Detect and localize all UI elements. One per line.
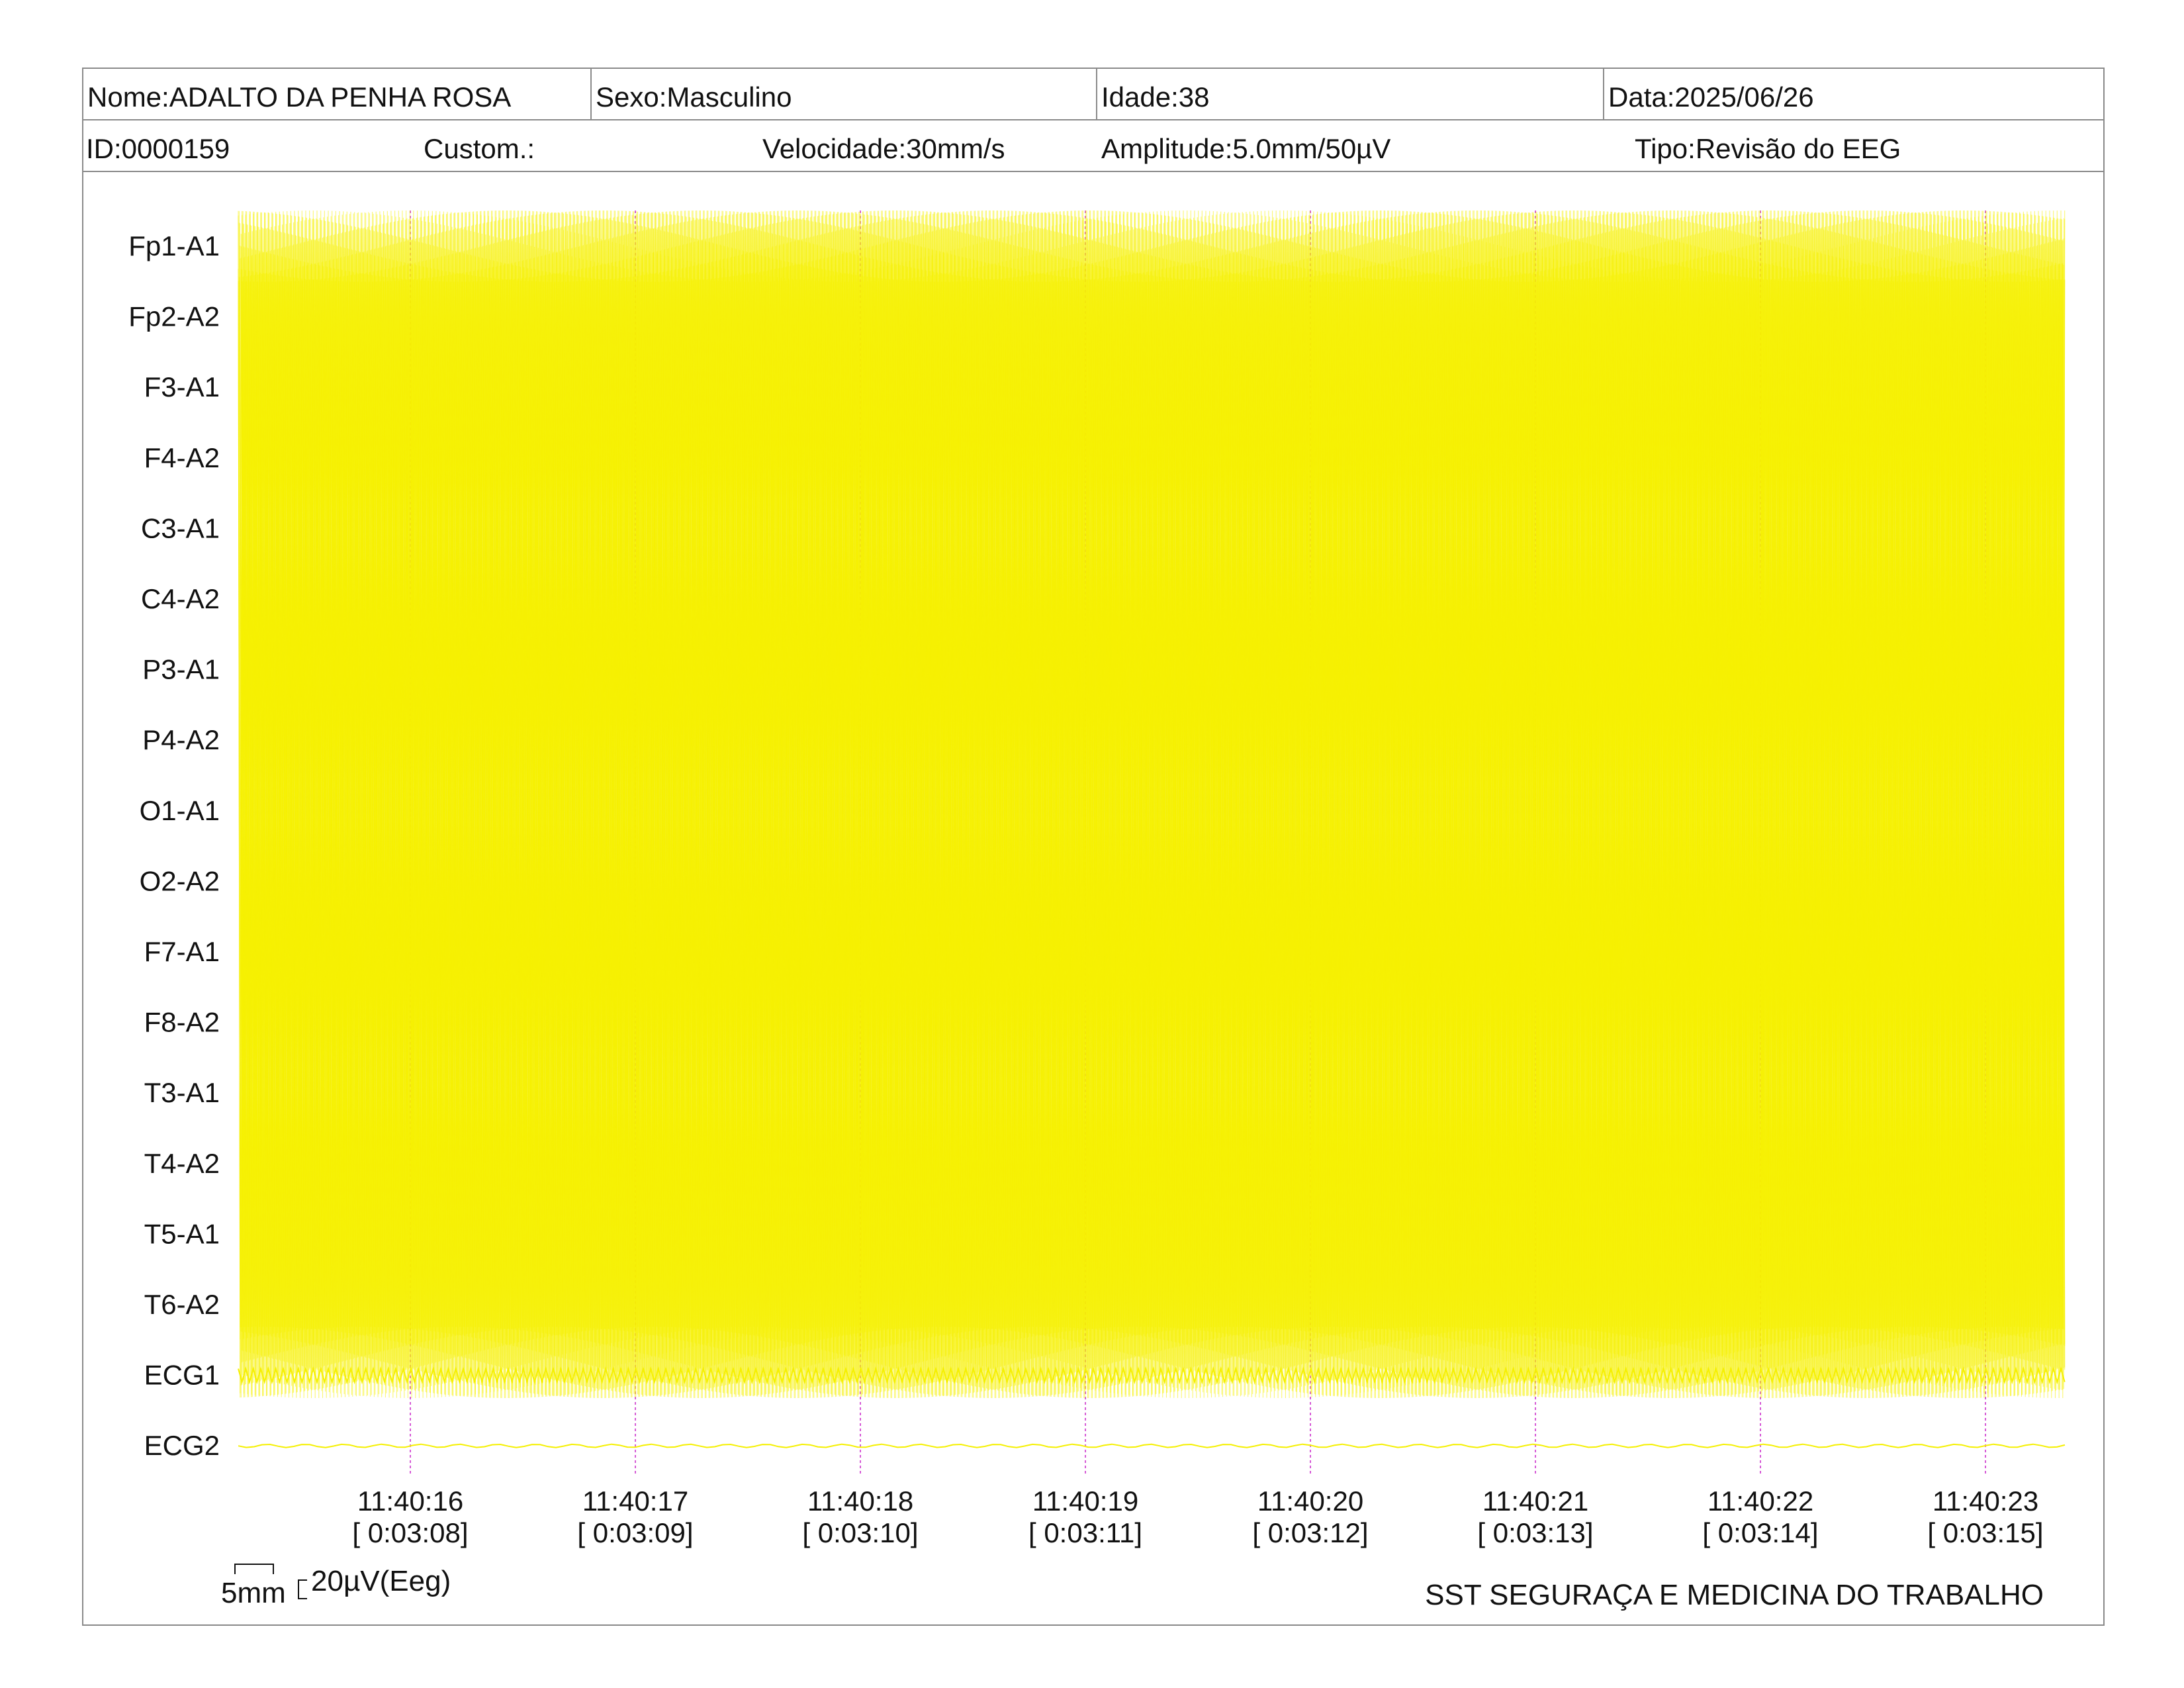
ecg2-trace bbox=[238, 1443, 2066, 1448]
speed-setting: Velocidade:30mm/s bbox=[762, 133, 1005, 164]
report-frame bbox=[82, 68, 2105, 1626]
channel-label: ECG1 bbox=[144, 1360, 220, 1391]
relative-time-tick-label: [ 0:03:14] bbox=[1702, 1517, 1818, 1548]
time-tick-label: 11:40:21 bbox=[1482, 1485, 1588, 1517]
time-tick-label: 11:40:22 bbox=[1707, 1485, 1813, 1517]
custom-field: Custom.: bbox=[424, 133, 535, 164]
relative-time-tick-label: [ 0:03:11] bbox=[1028, 1517, 1142, 1548]
channel-label: Fp1-A1 bbox=[128, 230, 220, 261]
time-tick-label: 11:40:23 bbox=[1933, 1485, 2038, 1517]
channel-label: Fp2-A2 bbox=[128, 301, 220, 332]
amplitude-scale-bar bbox=[298, 1579, 307, 1599]
ecg1-trace bbox=[238, 1366, 2066, 1385]
patient-sex: Sexo:Masculino bbox=[596, 81, 792, 113]
relative-time-tick-label: [ 0:03:08] bbox=[352, 1517, 468, 1548]
channel-label: ECG2 bbox=[144, 1430, 220, 1461]
eeg-trace bbox=[240, 210, 2064, 1399]
exam-type: Tipo:Revisão do EEG bbox=[1635, 133, 1901, 164]
amplitude-setting: Amplitude:5.0mm/50µV bbox=[1101, 133, 1391, 164]
relative-time-tick-label: [ 0:03:12] bbox=[1252, 1517, 1368, 1548]
scale-mm-label: 5mm bbox=[221, 1577, 286, 1609]
exam-date: Data:2025/06/26 bbox=[1608, 81, 1814, 113]
channel-label: C3-A1 bbox=[141, 512, 220, 543]
time-tick-label: 11:40:18 bbox=[807, 1485, 913, 1517]
channel-label: O1-A1 bbox=[140, 795, 220, 826]
relative-time-tick-label: [ 0:03:10] bbox=[802, 1517, 918, 1548]
relative-time-tick-label: [ 0:03:15] bbox=[1927, 1517, 2043, 1548]
header-divider-2 bbox=[82, 171, 2105, 172]
header-col-divider-1 bbox=[590, 68, 592, 119]
channel-label: F8-A2 bbox=[144, 1007, 220, 1038]
channel-label: F4-A2 bbox=[144, 442, 220, 473]
channel-label: T4-A2 bbox=[144, 1148, 220, 1179]
channel-label: T5-A1 bbox=[144, 1218, 220, 1249]
header-col-divider-3 bbox=[1603, 68, 1604, 119]
channel-label: T3-A1 bbox=[144, 1077, 220, 1108]
time-tick-label: 11:40:17 bbox=[582, 1485, 688, 1517]
relative-time-tick-label: [ 0:03:09] bbox=[577, 1517, 693, 1548]
channel-label: F7-A1 bbox=[144, 936, 220, 967]
channel-label: P3-A1 bbox=[142, 654, 220, 685]
channel-label: P4-A2 bbox=[142, 724, 220, 755]
scale-uv-label: 20µV(Eeg) bbox=[311, 1565, 451, 1597]
company-name: SST SEGURAÇA E MEDICINA DO TRABALHO bbox=[1425, 1579, 2044, 1611]
scale-indicator: 5mm 20µV(Eeg) bbox=[218, 1560, 483, 1613]
header-col-divider-2 bbox=[1096, 68, 1097, 119]
time-tick-label: 11:40:20 bbox=[1257, 1485, 1363, 1517]
time-tick-label: 11:40:19 bbox=[1032, 1485, 1138, 1517]
relative-time-tick-label: [ 0:03:13] bbox=[1477, 1517, 1593, 1548]
channel-label: C4-A2 bbox=[141, 583, 220, 614]
channel-label: T6-A2 bbox=[144, 1289, 220, 1320]
time-scale-bar bbox=[234, 1564, 274, 1574]
patient-id: ID:0000159 bbox=[86, 133, 230, 164]
patient-age: Idade:38 bbox=[1101, 81, 1210, 113]
channel-label: O2-A2 bbox=[140, 865, 220, 896]
time-tick-label: 11:40:16 bbox=[357, 1485, 463, 1517]
channel-label: F3-A1 bbox=[144, 371, 220, 402]
patient-name: Nome:ADALTO DA PENHA ROSA bbox=[87, 81, 512, 113]
header-divider-1 bbox=[82, 119, 2105, 120]
